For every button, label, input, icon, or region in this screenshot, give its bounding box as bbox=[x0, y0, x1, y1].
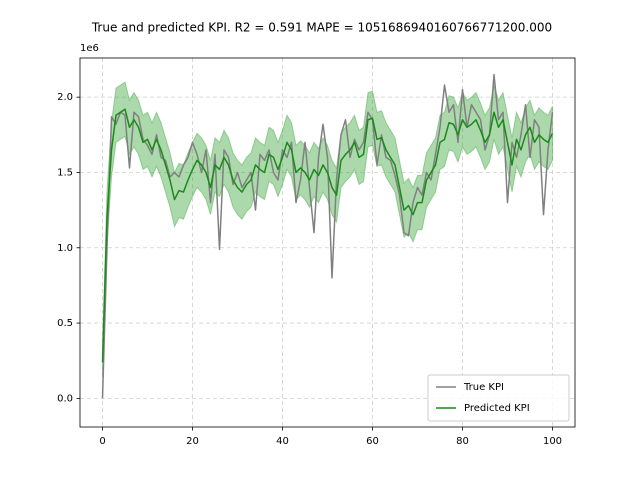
y-tick-label: 0.0 bbox=[57, 393, 73, 404]
x-tick-label: 40 bbox=[276, 436, 289, 447]
y-offset-label: 1e6 bbox=[80, 43, 99, 54]
chart-title: True and predicted KPI. R2 = 0.591 MAPE … bbox=[91, 21, 552, 35]
plot-frame bbox=[79, 57, 576, 428]
x-tick-label: 20 bbox=[186, 436, 199, 447]
y-tick-label: 0.5 bbox=[57, 318, 73, 329]
x-tick-label: 60 bbox=[366, 436, 379, 447]
legend-label: True KPI bbox=[463, 382, 504, 393]
series-line bbox=[101, 73, 554, 399]
x-tick-label: 80 bbox=[456, 436, 469, 447]
legend-label: Predicted KPI bbox=[464, 403, 530, 414]
x-tick-label: 100 bbox=[543, 436, 562, 447]
legend-box bbox=[427, 374, 570, 422]
series-line bbox=[101, 108, 554, 363]
y-tick-label: 2.0 bbox=[57, 92, 73, 103]
x-tick-label: 0 bbox=[99, 436, 105, 447]
y-tick-label: 1.5 bbox=[57, 167, 73, 178]
y-tick-label: 1.0 bbox=[57, 243, 73, 254]
